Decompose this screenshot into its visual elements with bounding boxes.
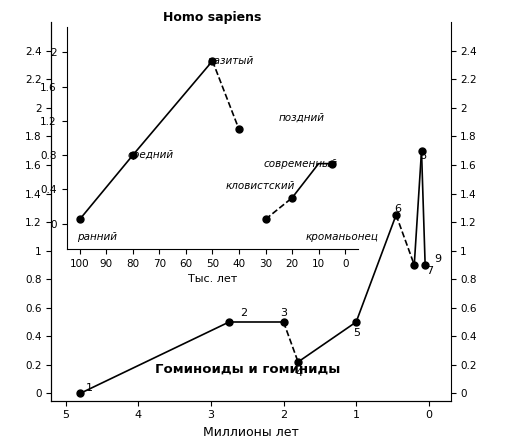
Text: 4: 4 xyxy=(295,368,302,378)
Text: 8: 8 xyxy=(419,151,426,162)
Text: кроманьонец: кроманьонец xyxy=(305,232,378,242)
Text: поздний: поздний xyxy=(279,113,325,122)
Text: Гоминоиды и гоминиды: Гоминоиды и гоминиды xyxy=(155,363,340,376)
X-axis label: Миллионы лет: Миллионы лет xyxy=(203,426,299,439)
Text: средний: средний xyxy=(127,150,174,160)
Text: 6: 6 xyxy=(394,204,401,214)
X-axis label: Тыс. лет: Тыс. лет xyxy=(188,275,237,284)
Text: кловистский: кловистский xyxy=(225,181,295,191)
Text: разитый: разитый xyxy=(207,56,253,66)
Title: Homo sapiens: Homo sapiens xyxy=(163,11,262,24)
Text: 2: 2 xyxy=(240,308,247,319)
Text: 5: 5 xyxy=(353,328,360,338)
Text: 3: 3 xyxy=(281,308,288,319)
Text: 7: 7 xyxy=(426,266,433,275)
Text: современный: современный xyxy=(263,158,337,169)
Text: 9: 9 xyxy=(434,254,441,264)
Text: 1: 1 xyxy=(86,383,93,392)
Text: ранний: ранний xyxy=(77,232,117,242)
